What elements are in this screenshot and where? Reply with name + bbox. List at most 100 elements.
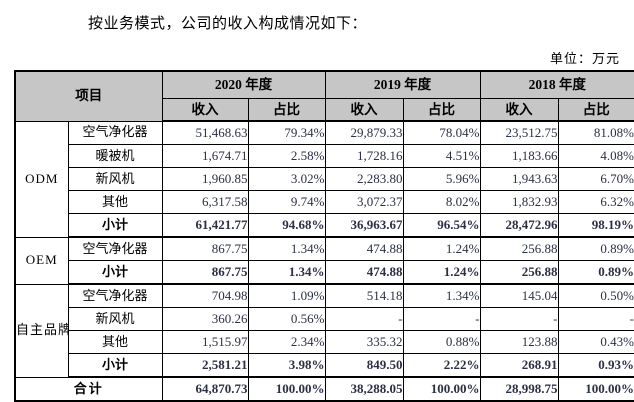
cell-2020-revenue: 867.75	[161, 260, 249, 285]
cell-2020-revenue: 360.26	[161, 307, 249, 331]
cell-2018-share: 0.89%	[557, 260, 634, 285]
cell-2020-share: 100.00%	[247, 376, 326, 402]
table-row: ODM 空气净化器 51,468.63 79.34% 29,879.33 78.…	[14, 120, 634, 238]
cell-2018-revenue: 28,472.96	[479, 213, 559, 238]
cell-2018-revenue: 268.91	[479, 353, 559, 378]
cell-2019-share: 1.24%	[402, 236, 481, 261]
cell-2019-revenue: 29,879.33	[324, 120, 404, 145]
cell-2018-revenue: 1,832.93	[479, 190, 559, 214]
cell-2018-share: -	[557, 307, 634, 331]
col-header-share-2019: 占比	[402, 98, 481, 122]
row-item-label: 小计	[67, 353, 163, 378]
table-row: 新风机 360.26 0.56% - - - -	[15, 307, 634, 331]
cell-2019-revenue: 36,963.67	[324, 213, 404, 238]
cell-2019-share: 78.04%	[402, 120, 481, 145]
col-header-revenue-2018: 收入	[479, 98, 559, 122]
cell-2020-share: 1.34%	[247, 236, 326, 261]
header-row-years: 项目 2020 年度 2019 年度 2018 年度	[14, 70, 634, 122]
cell-2018-revenue: 1,183.66	[479, 144, 559, 168]
cell-2020-share: 9.74%	[247, 190, 326, 214]
total-row: 合计 64,870.73 100.00% 38,288.05 100.00% 2…	[14, 376, 634, 402]
cell-2018-revenue: 256.88	[479, 260, 559, 285]
cell-2020-revenue: 64,870.73	[161, 376, 249, 402]
cell-2020-revenue: 1,515.97	[161, 330, 249, 354]
cell-2020-revenue: 51,468.63	[161, 120, 249, 145]
row-item-label: 空气净化器	[67, 283, 163, 308]
row-item-label: 其他	[67, 190, 163, 214]
cell-2018-revenue: 28,998.75	[479, 376, 559, 402]
cell-2019-share: 1.34%	[402, 283, 481, 308]
cell-2020-revenue: 6,317.58	[161, 190, 249, 214]
cell-2019-share: 0.88%	[402, 330, 481, 354]
report-title: 按业务模式，公司的收入构成情况如下：	[88, 16, 368, 32]
cell-2018-share: 0.50%	[557, 283, 634, 308]
cell-2018-revenue: -	[479, 307, 559, 331]
cell-2018-share: 81.08%	[557, 120, 634, 145]
col-header-revenue-2020: 收入	[161, 98, 249, 122]
col-header-revenue-2019: 收入	[324, 98, 404, 122]
cell-2020-revenue: 2,581.21	[161, 353, 249, 378]
cell-2020-revenue: 1,960.85	[161, 167, 249, 191]
col-header-item: 项目	[14, 70, 163, 122]
revenue-composition-table: 项目 2020 年度 2019 年度 2018 年度 收入 占比 收入 占比 收…	[14, 70, 634, 402]
cell-2018-revenue: 123.88	[479, 330, 559, 354]
cell-2019-revenue: -	[324, 307, 404, 331]
cell-2020-revenue: 1,674.71	[161, 144, 249, 168]
cell-2019-revenue: 474.88	[324, 236, 404, 261]
cell-2020-revenue: 704.98	[161, 283, 249, 308]
cell-2020-share: 79.34%	[247, 120, 326, 145]
cell-2018-revenue: 1,943.63	[479, 167, 559, 191]
cell-2018-share: 0.43%	[557, 330, 634, 354]
cell-2020-share: 2.34%	[247, 330, 326, 354]
cell-2020-share: 0.56%	[247, 307, 326, 331]
cell-2019-revenue: 38,288.05	[324, 376, 404, 402]
unit-label: 单位：万元	[549, 51, 620, 66]
cell-2018-share: 6.32%	[557, 190, 634, 214]
cell-2019-revenue: 2,283.80	[324, 167, 404, 191]
cell-2020-share: 2.58%	[247, 144, 326, 168]
row-item-label: 新风机	[67, 167, 163, 191]
table-row: 其他 6,317.58 9.74% 3,072.37 8.02% 1,832.9…	[15, 190, 634, 214]
subtotal-row-own-brand: 小计 2,581.21 3.98% 849.50 2.22% 268.91 0.…	[15, 353, 634, 378]
group-label-odm: ODM	[14, 120, 69, 238]
cell-2019-share: 1.24%	[402, 260, 481, 285]
total-label: 合计	[14, 376, 163, 402]
cell-2019-share: 2.22%	[402, 353, 481, 378]
cell-2020-share: 1.34%	[247, 260, 326, 285]
cell-2019-share: 8.02%	[402, 190, 481, 214]
cell-2019-revenue: 1,728.16	[324, 144, 404, 168]
group-label-own-brand: 自主品牌	[14, 283, 69, 378]
cell-2019-share: 5.96%	[402, 167, 481, 191]
cell-2018-share: 0.89%	[557, 236, 634, 261]
row-item-label: 空气净化器	[67, 236, 163, 261]
row-item-label: 暖被机	[67, 144, 163, 168]
table-row: 暖被机 1,674.71 2.58% 1,728.16 4.51% 1,183.…	[15, 144, 634, 168]
row-item-label: 空气净化器	[67, 120, 163, 145]
group-label-oem: OEM	[14, 236, 69, 285]
table-row: 自主品牌 空气净化器 704.98 1.09% 514.18 1.34% 145…	[14, 283, 634, 378]
cell-2019-revenue: 3,072.37	[324, 190, 404, 214]
cell-2019-share: 4.51%	[402, 144, 481, 168]
cell-2018-revenue: 145.04	[479, 283, 559, 308]
table-row: 新风机 1,960.85 3.02% 2,283.80 5.96% 1,943.…	[15, 167, 634, 191]
cell-2020-share: 3.02%	[247, 167, 326, 191]
cell-2020-revenue: 61,421.77	[161, 213, 249, 238]
cell-2018-revenue: 256.88	[479, 236, 559, 261]
cell-2018-share: 0.93%	[557, 353, 634, 378]
table-row: 其他 1,515.97 2.34% 335.32 0.88% 123.88 0.…	[15, 330, 634, 354]
cell-2020-share: 1.09%	[247, 283, 326, 308]
row-item-label: 小计	[67, 260, 163, 285]
cell-2018-share: 100.00%	[557, 376, 634, 402]
subtotal-row-odm: 小计 61,421.77 94.68% 36,963.67 96.54% 28,…	[15, 213, 634, 238]
col-header-year-2018: 2018 年度	[479, 70, 634, 99]
col-header-year-2020: 2020 年度	[161, 70, 326, 99]
row-item-label: 小计	[67, 213, 163, 238]
col-header-share-2020: 占比	[247, 98, 326, 122]
cell-2019-share: 96.54%	[402, 213, 481, 238]
cell-2020-share: 3.98%	[247, 353, 326, 378]
col-header-share-2018: 占比	[557, 98, 634, 122]
header-row-measures: 收入 占比 收入 占比 收入 占比	[15, 98, 634, 122]
cell-2018-share: 6.70%	[557, 167, 634, 191]
cell-2018-share: 98.19%	[557, 213, 634, 238]
